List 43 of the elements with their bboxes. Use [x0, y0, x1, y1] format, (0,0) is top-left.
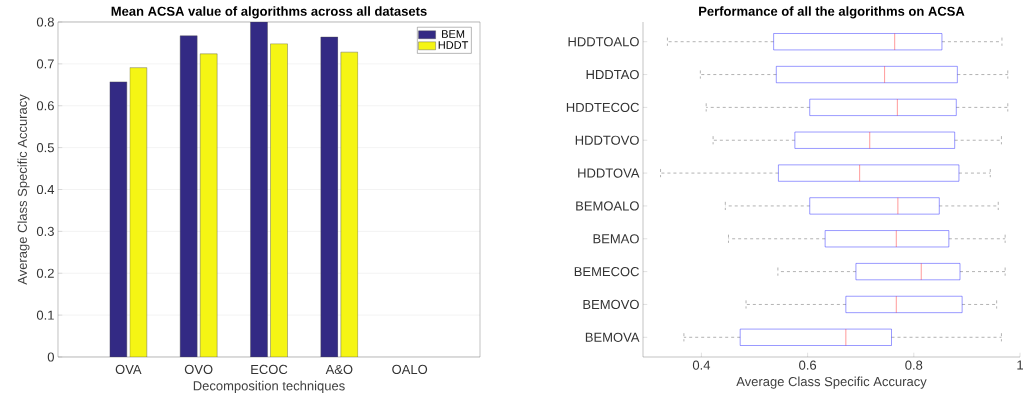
x-tick-label: 0.4: [692, 360, 711, 370]
x-tick-label: A&O: [325, 364, 353, 374]
legend-label: BEM: [442, 30, 465, 38]
y-tick-label: BEMECOC: [574, 267, 639, 277]
bar: [129, 67, 148, 357]
y-tick-label: HDDTOALO: [568, 37, 639, 47]
y-tick-label: HDDTOVA: [578, 168, 640, 178]
y-tick-label: HDDTAO: [586, 69, 639, 80]
y-tick-label: BEMOALO: [576, 201, 639, 211]
x-tick-label: OVA: [115, 364, 142, 374]
y-tick-label: 0.1: [36, 310, 54, 320]
x-axis-title: Decomposition techniques: [193, 380, 345, 393]
y-tick-label: 0.2: [36, 268, 54, 278]
y-tick-label: BEMOVA: [585, 332, 640, 342]
y-tick-label: 0.6: [36, 101, 54, 111]
x-tick-label: OALO: [392, 364, 428, 374]
x-tick-label: 0.8: [905, 360, 923, 370]
x-tick-label: 1: [1017, 360, 1023, 370]
bar: [109, 81, 128, 357]
y-tick-label: 0.3: [36, 226, 54, 236]
bar: [320, 36, 339, 357]
y-tick-label: BEMOVO: [583, 299, 639, 310]
chart-title: Mean ACSA value of algorithms across all datasets: [111, 6, 427, 19]
x-tick-label: 0.6: [799, 360, 817, 370]
bar: [270, 43, 288, 357]
y-tick-label: BEMAO: [593, 234, 639, 244]
x-tick-label: OVO: [184, 364, 213, 374]
bar: [179, 35, 198, 357]
y-tick-label: 0.4: [36, 184, 55, 195]
y-tick-label: 0.7: [36, 59, 54, 69]
legend-label: HDDT: [438, 41, 469, 49]
y-tick-label: HDDTECOC: [566, 102, 639, 112]
bar: [340, 51, 359, 357]
y-tick-label: 0: [47, 352, 54, 362]
chart-title: Performance of all the algorithms on ACSA: [699, 6, 965, 19]
y-tick-label: HDDTOVO: [575, 135, 639, 145]
bar: [250, 22, 268, 357]
y-axis-title: Average Class Specific Accuracy: [17, 94, 30, 285]
y-tick-label: 0.8: [36, 17, 54, 27]
x-tick-label: ECOC: [251, 364, 288, 374]
y-tick-label: 0.5: [36, 143, 54, 153]
bar: [199, 53, 218, 357]
x-axis-title: Average Class Specific Accuracy: [736, 376, 927, 389]
